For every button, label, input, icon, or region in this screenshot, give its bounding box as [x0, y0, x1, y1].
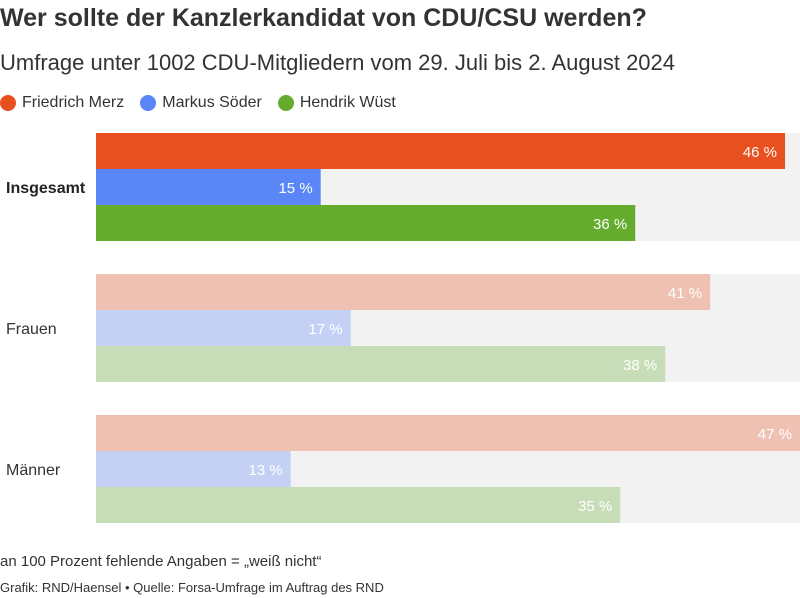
value-label-maenner-merz: 47 %	[758, 426, 792, 443]
bar-track	[96, 346, 800, 382]
chart-title: Wer sollte der Kanzlerkandidat von CDU/C…	[0, 4, 647, 32]
value-label-frauen-wuest: 38 %	[623, 357, 657, 374]
value-label-insgesamt-soeder: 15 %	[278, 180, 312, 197]
legend-label-merz: Friedrich Merz	[22, 94, 125, 111]
bar-frauen-soeder	[96, 310, 351, 346]
value-label-insgesamt-wuest: 36 %	[593, 216, 627, 233]
legend-item-merz: Friedrich Merz	[0, 94, 124, 112]
bar-insgesamt-soeder	[96, 169, 321, 205]
bar-track	[96, 415, 800, 451]
legend: Friedrich Merz Markus Söder Hendrik Wüst	[0, 94, 396, 112]
category-label-maenner: Männer	[6, 462, 61, 479]
bar-frauen-wuest	[96, 346, 666, 382]
bar-maenner-soeder	[96, 451, 291, 487]
bar-insgesamt-wuest	[96, 205, 636, 241]
legend-item-wuest: Hendrik Wüst	[277, 94, 396, 112]
value-label-maenner-wuest: 35 %	[578, 498, 612, 515]
bar-frauen-merz	[96, 274, 711, 310]
bar-maenner-wuest	[96, 487, 621, 523]
bar-chart: Insgesamt 46 % 15 % 36 % Frauen 41 % 17 % 38 % M…	[6, 133, 800, 523]
footnote: an 100 Prozent fehlende Angaben = „weiß …	[0, 553, 322, 570]
chart-subtitle: Umfrage unter 1002 CDU-Mitgliedern vom 2…	[0, 50, 676, 75]
value-label-frauen-soeder: 17 %	[308, 321, 342, 338]
value-label-insgesamt-merz: 46 %	[743, 144, 777, 161]
bar-track	[96, 274, 800, 310]
legend-label-wuest: Hendrik Wüst	[299, 94, 396, 111]
legend-swatch-merz	[0, 95, 16, 111]
category-label-insgesamt: Insgesamt	[6, 180, 86, 197]
legend-swatch-wuest	[277, 95, 294, 111]
bar-insgesamt-merz	[96, 133, 786, 169]
source-credit: Grafik: RND/Haensel • Quelle: Forsa-Umfr…	[0, 580, 384, 595]
bar-track	[96, 451, 800, 487]
legend-label-soeder: Markus Söder	[162, 94, 262, 111]
value-label-maenner-soeder: 13 %	[249, 462, 283, 479]
bar-maenner-merz	[96, 415, 800, 451]
legend-item-soeder: Markus Söder	[140, 94, 262, 112]
bar-track	[96, 487, 800, 523]
category-label-frauen: Frauen	[6, 321, 57, 338]
bar-track	[96, 310, 800, 346]
legend-swatch-soeder	[140, 95, 157, 111]
value-label-frauen-merz: 41 %	[668, 285, 702, 302]
